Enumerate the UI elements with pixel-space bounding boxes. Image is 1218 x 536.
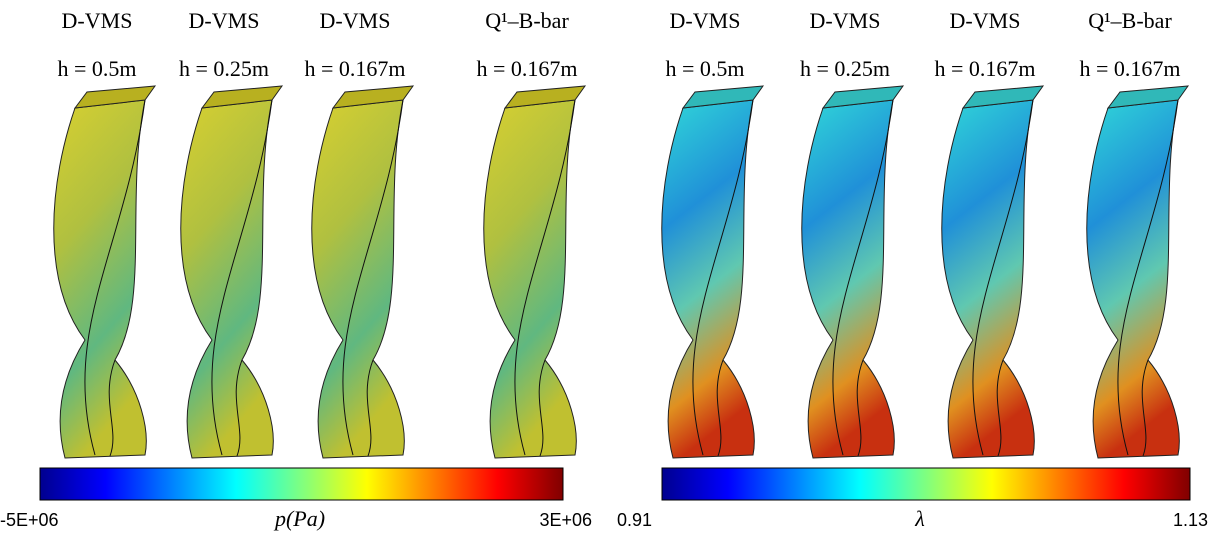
column-body bbox=[54, 100, 147, 458]
panels: D-VMS h = 0.5m D-VMS h = 0.25m D-VMS h = 0.16… bbox=[0, 8, 1208, 531]
deformed-column bbox=[1087, 86, 1188, 458]
mesh-size-label: h = 0.167m bbox=[304, 56, 405, 81]
colorbar-min-label: 0.91 bbox=[617, 510, 652, 530]
column-body bbox=[1087, 100, 1180, 458]
mesh-size-label: h = 0.25m bbox=[800, 56, 890, 81]
colorbar bbox=[40, 468, 563, 500]
column-body bbox=[942, 100, 1035, 458]
mesh-size-label: h = 0.25m bbox=[179, 56, 269, 81]
colorbar-min-label: -5E+06 bbox=[0, 510, 59, 530]
deformed-column bbox=[181, 86, 282, 458]
deformed-column bbox=[312, 86, 413, 458]
colorbar-title: p(Pa) bbox=[273, 506, 325, 531]
deformed-column bbox=[662, 86, 763, 458]
colorbar-max-label: 3E+06 bbox=[539, 510, 592, 530]
method-label: D-VMS bbox=[62, 8, 133, 33]
method-label: Q¹–B-bar bbox=[1088, 8, 1172, 33]
column-body bbox=[484, 100, 577, 458]
column-body bbox=[181, 100, 274, 458]
deformed-column bbox=[942, 86, 1043, 458]
colorbar-title: λ bbox=[914, 506, 925, 531]
colorbar bbox=[662, 468, 1190, 500]
colorbar-max-label: 1.13 bbox=[1173, 510, 1208, 530]
deformed-column bbox=[54, 86, 155, 458]
method-label: D-VMS bbox=[810, 8, 881, 33]
deformed-column bbox=[802, 86, 903, 458]
figure: D-VMS h = 0.5m D-VMS h = 0.25m D-VMS h = 0.16… bbox=[0, 0, 1218, 536]
column-body bbox=[802, 100, 895, 458]
method-label: D-VMS bbox=[320, 8, 391, 33]
method-label: D-VMS bbox=[189, 8, 260, 33]
method-label: D-VMS bbox=[950, 8, 1021, 33]
mesh-size-label: h = 0.5m bbox=[57, 56, 136, 81]
mesh-size-label: h = 0.167m bbox=[476, 56, 577, 81]
column-body bbox=[662, 100, 755, 458]
method-label: D-VMS bbox=[670, 8, 741, 33]
mesh-size-label: h = 0.5m bbox=[665, 56, 744, 81]
method-label: Q¹–B-bar bbox=[485, 8, 569, 33]
column-body bbox=[312, 100, 405, 458]
deformed-column bbox=[484, 86, 585, 458]
mesh-size-label: h = 0.167m bbox=[1079, 56, 1180, 81]
mesh-size-label: h = 0.167m bbox=[934, 56, 1035, 81]
